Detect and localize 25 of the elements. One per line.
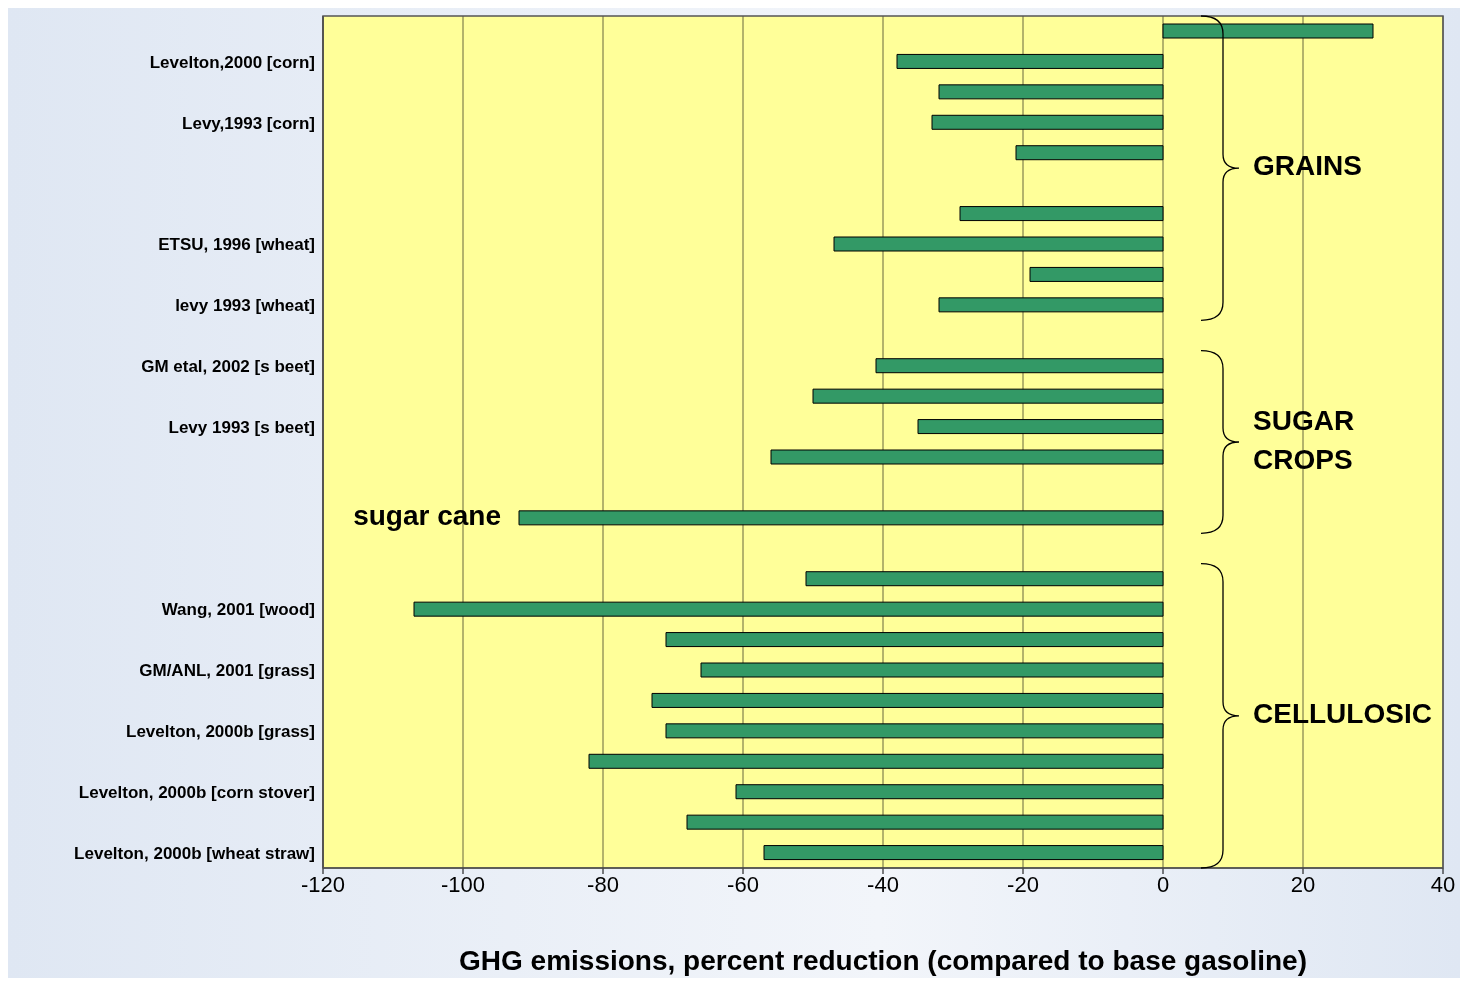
x-tick-label: 40: [1430, 871, 1456, 897]
x-tick-label: 20: [1290, 871, 1316, 897]
y-tick-label: ETSU, 1996 [wheat]: [158, 235, 315, 255]
x-tick-label: 0: [1156, 871, 1170, 897]
y-tick-label: Levy,1993 [corn]: [182, 113, 315, 133]
y-tick-label: levy 1993 [wheat]: [175, 296, 315, 316]
x-tick-label: -120: [300, 871, 346, 897]
annotation: CELLULOSIC: [1253, 698, 1432, 730]
x-tick-label: -80: [587, 871, 619, 897]
y-tick-label: GM/ANL, 2001 [grass]: [139, 661, 315, 681]
annotation: SUGAR CROPS: [1253, 404, 1355, 475]
y-tick-label: Levelton, 2000b [grass]: [126, 722, 315, 742]
y-tick-label: Levy 1993 [s beet]: [168, 417, 315, 437]
y-tick-label: Wang, 2001 [wood]: [161, 600, 315, 620]
x-tick-label: -40: [867, 871, 899, 897]
annotation: sugar cane: [353, 500, 501, 532]
y-tick-label: Levelton, 2000b [corn stover]: [78, 782, 315, 802]
y-tick-label: Levelton, 2000b [wheat straw]: [74, 843, 315, 863]
x-tick-label: -20: [1007, 871, 1039, 897]
x-tick-label: -100: [440, 871, 486, 897]
x-tick-label: -60: [727, 871, 759, 897]
y-tick-label: GM etal, 2002 [s beet]: [141, 356, 315, 376]
x-axis-title: GHG emissions, percent reduction (compared to base gasoline): [459, 945, 1307, 976]
y-tick-label: Levelton,2000 [corn]: [149, 52, 315, 72]
annotation: GRAINS: [1253, 150, 1362, 182]
